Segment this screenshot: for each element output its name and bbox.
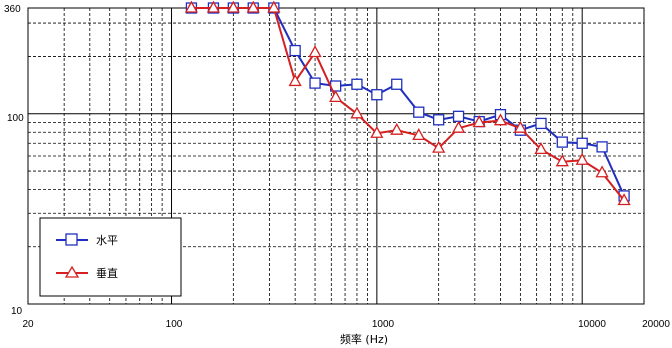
legend-label-vertical: 垂直 — [96, 266, 118, 280]
data-point-square — [433, 114, 445, 126]
x-tick-label: 100 — [166, 319, 183, 330]
data-point-square — [535, 117, 547, 130]
data-point-square — [309, 77, 321, 89]
data-point-triangle — [350, 106, 364, 119]
data-point-triangle — [513, 120, 527, 133]
data-point-triangle — [329, 90, 343, 103]
x-tick-label: 20000 — [642, 319, 670, 330]
data-point-triangle — [370, 125, 384, 138]
y-tick-label: 10 — [11, 306, 23, 317]
data-point-triangle — [451, 120, 466, 133]
data-point-square — [576, 137, 588, 149]
data-point-triangle — [226, 0, 240, 13]
y-tick-label: 360 — [4, 4, 21, 15]
data-point-square — [371, 89, 383, 101]
data-point-triangle — [617, 193, 631, 206]
tick-labels: 360 100 10 20 100 1000 10000 20000 — [4, 4, 670, 330]
data-point-triangle — [184, 0, 199, 13]
data-point-triangle — [472, 115, 486, 128]
y-tick-label: 100 — [7, 113, 24, 124]
data-point-square — [351, 78, 363, 90]
series-vertical — [184, 0, 631, 206]
data-point-triangle — [432, 140, 446, 153]
legend-box — [39, 217, 182, 297]
series-layer — [184, 0, 631, 206]
plot-border — [27, 7, 645, 305]
data-point-square — [391, 78, 403, 90]
legend: 水平 垂直 — [39, 217, 182, 297]
legend-marker-triangle — [64, 265, 80, 278]
data-point-square — [452, 110, 465, 122]
x-tick-label: 10000 — [578, 319, 606, 330]
x-axis-label: 频率 (Hz) — [340, 332, 388, 346]
data-point-triangle — [555, 154, 569, 167]
data-point-triangle — [206, 0, 221, 13]
data-point-square — [289, 44, 301, 57]
data-point-square — [413, 106, 425, 118]
data-point-square — [596, 141, 608, 153]
series-line — [191, 7, 625, 202]
data-point-triangle — [308, 45, 322, 58]
data-point-triangle — [412, 128, 426, 141]
legend-marker-square — [65, 233, 78, 246]
x-tick-label: 1000 — [372, 319, 395, 330]
data-point-square — [556, 136, 568, 148]
data-point-triangle — [246, 0, 260, 13]
data-point-triangle — [575, 152, 589, 165]
data-point-triangle — [534, 142, 548, 155]
data-point-triangle — [493, 113, 508, 126]
data-point-triangle — [595, 165, 609, 178]
grid — [28, 8, 644, 304]
data-point-triangle — [267, 0, 281, 13]
data-point-triangle — [390, 122, 404, 135]
legend-label-horizontal: 水平 — [96, 234, 118, 247]
data-point-triangle — [288, 74, 302, 87]
x-tick-label: 20 — [22, 319, 34, 330]
